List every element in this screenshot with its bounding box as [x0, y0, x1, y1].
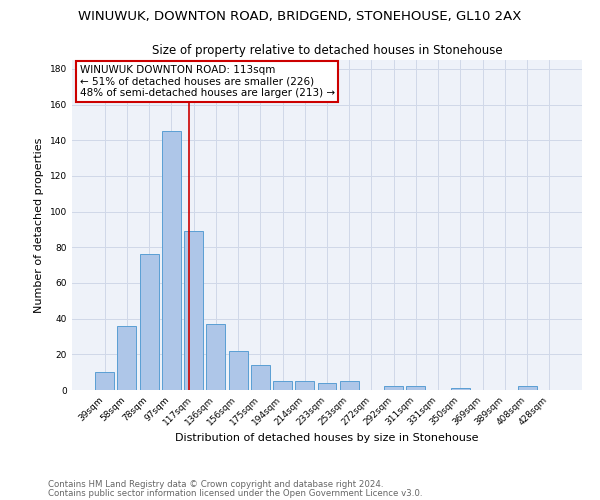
Text: WINUWUK DOWNTON ROAD: 113sqm
← 51% of detached houses are smaller (226)
48% of s: WINUWUK DOWNTON ROAD: 113sqm ← 51% of de…	[80, 65, 335, 98]
Text: Contains HM Land Registry data © Crown copyright and database right 2024.: Contains HM Land Registry data © Crown c…	[48, 480, 383, 489]
Bar	[406, 386, 425, 390]
Y-axis label: Number of detached properties: Number of detached properties	[34, 138, 44, 312]
Bar	[295, 381, 314, 390]
X-axis label: Distribution of detached houses by size in Stonehouse: Distribution of detached houses by size …	[175, 432, 479, 442]
Bar	[229, 351, 248, 390]
Bar	[384, 386, 403, 390]
Bar	[162, 132, 181, 390]
Bar	[451, 388, 470, 390]
Bar	[340, 381, 359, 390]
Bar	[206, 324, 225, 390]
Bar	[518, 386, 536, 390]
Title: Size of property relative to detached houses in Stonehouse: Size of property relative to detached ho…	[152, 44, 502, 58]
Text: WINUWUK, DOWNTON ROAD, BRIDGEND, STONEHOUSE, GL10 2AX: WINUWUK, DOWNTON ROAD, BRIDGEND, STONEHO…	[79, 10, 521, 23]
Bar	[273, 381, 292, 390]
Text: Contains public sector information licensed under the Open Government Licence v3: Contains public sector information licen…	[48, 489, 422, 498]
Bar	[140, 254, 158, 390]
Bar	[118, 326, 136, 390]
Bar	[317, 383, 337, 390]
Bar	[184, 231, 203, 390]
Bar	[95, 372, 114, 390]
Bar	[251, 365, 270, 390]
